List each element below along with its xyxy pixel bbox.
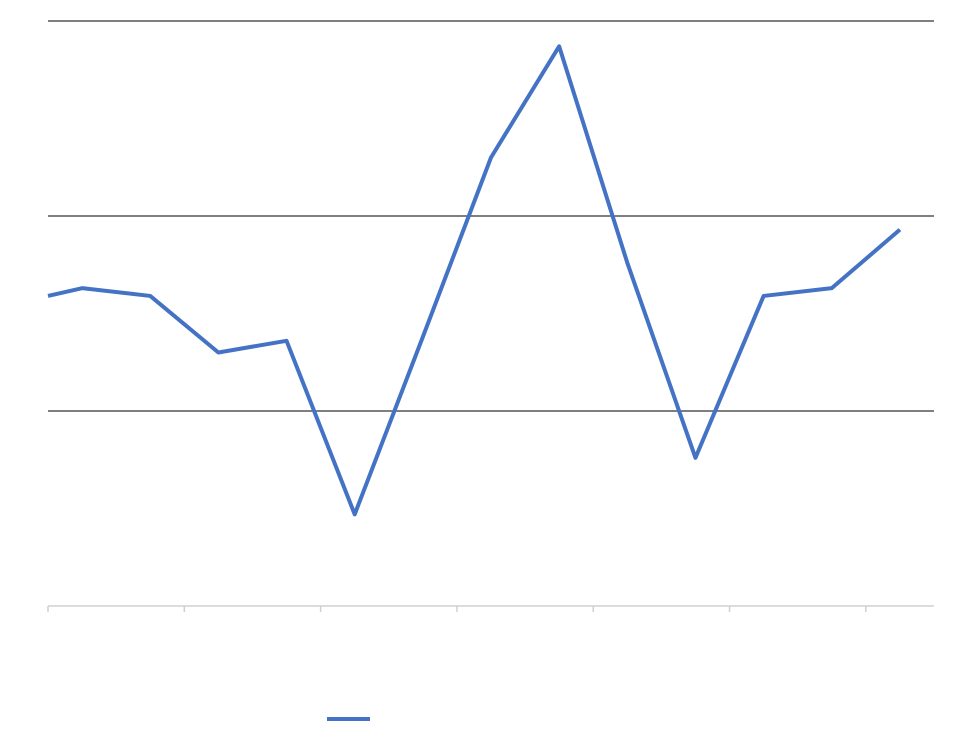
- data-line: [47, 44, 902, 517]
